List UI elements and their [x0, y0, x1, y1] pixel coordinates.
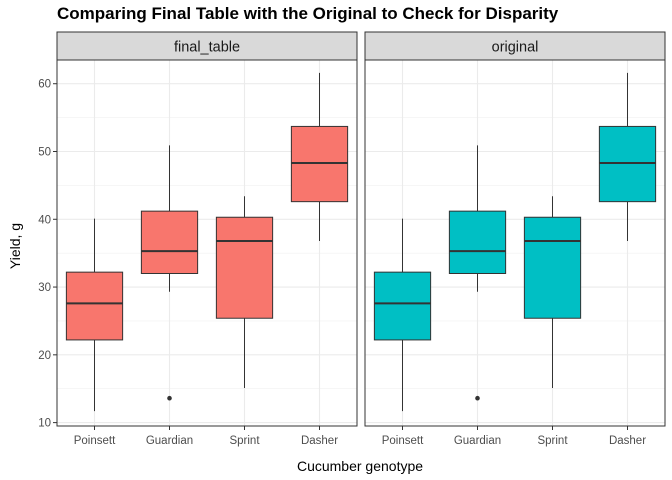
box-guardian	[448, 145, 507, 401]
x-tick-label: Sprint	[537, 435, 568, 447]
box-guardian	[140, 145, 199, 401]
panel-border	[56, 59, 358, 427]
facet-strip-label: final_table	[174, 40, 240, 56]
y-tick-label: 60	[38, 79, 51, 91]
box-dasher	[598, 72, 657, 241]
box-iqr	[598, 125, 657, 203]
facet-panel: original Poinsett Guardian Sprint Dasher	[364, 31, 666, 447]
box-iqr	[290, 125, 349, 203]
y-tick-label: 40	[38, 214, 51, 226]
facet-strip	[56, 31, 358, 61]
box-poinsett	[65, 218, 124, 412]
box-iqr	[523, 216, 582, 319]
box-iqr	[65, 271, 124, 341]
box-poinsett	[373, 218, 432, 412]
x-tick-label: Guardian	[146, 435, 193, 447]
panel-background	[365, 60, 665, 426]
x-tick-label: Poinsett	[74, 435, 116, 447]
box-iqr	[373, 271, 432, 341]
box-iqr	[448, 210, 507, 274]
y-tick-label: 50	[38, 147, 51, 159]
box-iqr	[140, 210, 199, 274]
x-axis-title: Cucumber genotype	[297, 458, 423, 474]
x-tick-label: Sprint	[229, 435, 260, 447]
box-sprint	[215, 196, 274, 389]
x-tick-label: Poinsett	[382, 435, 424, 447]
box-sprint	[523, 196, 582, 389]
y-tick-label: 20	[38, 350, 51, 362]
y-tick-label: 30	[38, 282, 51, 294]
x-tick-label: Dasher	[609, 435, 646, 447]
facet-strip-label: original	[492, 40, 539, 56]
outlier-point	[475, 395, 480, 401]
chart-title: Comparing Final Table with the Original …	[57, 4, 559, 23]
x-tick-label: Guardian	[454, 435, 501, 447]
box-iqr	[215, 216, 274, 319]
facet-strip	[364, 31, 666, 61]
y-axis-title: Yield, g	[7, 223, 23, 269]
panel-border	[364, 59, 666, 427]
outlier-point	[167, 395, 172, 401]
x-tick-label: Dasher	[301, 435, 338, 447]
panel-background	[57, 60, 357, 426]
facet-panel: final_table Poinsett Guardian Sprint Dasher	[56, 31, 358, 447]
y-tick-label: 10	[38, 418, 51, 430]
box-dasher	[290, 72, 349, 241]
